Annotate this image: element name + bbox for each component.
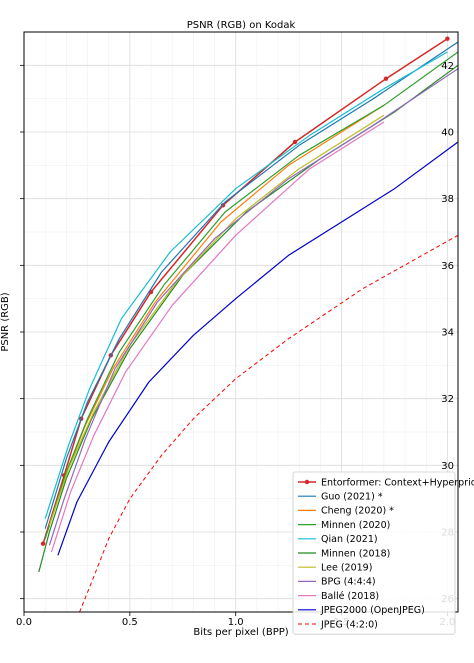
x-tick-label: 1.0 (228, 617, 244, 628)
legend-label: Minnen (2018) (321, 548, 390, 559)
series-line-jpeg2000-openjpeg (57, 141, 458, 556)
series-line-guo-2021 (44, 41, 458, 529)
legend-marker (304, 479, 310, 485)
legend-label: Lee (2019) (321, 563, 372, 574)
y-tick-label: 42 (441, 61, 454, 72)
data-point-entorformer-context-hyperprior (40, 541, 46, 546)
series-line-qian-2021 (44, 51, 448, 519)
y-axis-label: PSNR (RGB) (0, 292, 11, 351)
legend: Entorformer: Context+Hyperprior Guo (2021… (292, 471, 474, 635)
data-point-entorformer-context-hyperprior (383, 76, 389, 81)
series-lines (38, 36, 458, 612)
x-axis-label: Bits per pixel (BPP) (193, 627, 288, 638)
legend-label: JPEG2000 (OpenJPEG) (320, 605, 425, 616)
series-line-lee-2019 (48, 114, 385, 526)
series-line-ball-2018 (50, 121, 385, 553)
legend-label: JPEG (4:2:0) (320, 619, 378, 630)
data-point-entorformer-context-hyperprior (445, 36, 450, 41)
x-tick-label: 0.0 (16, 617, 32, 628)
legend-label: BPG (4:4:4) (321, 577, 376, 588)
plot-frame (23, 31, 459, 613)
y-tick-label: 36 (441, 261, 454, 272)
y-tick-label: 30 (441, 461, 454, 472)
y-tick-label: 40 (441, 128, 454, 139)
series-line-minnen-2020 (44, 51, 458, 539)
data-point-entorformer-context-hyperprior (292, 139, 298, 145)
legend-label: Entorformer: Context+Hyperprior (321, 477, 474, 488)
legend-label: Guo (2021) * (321, 492, 383, 503)
series-line-jpeg-4-2-0 (79, 234, 458, 612)
legend-box (292, 471, 456, 635)
data-point-entorformer-context-hyperprior (220, 203, 226, 208)
legend-label: Cheng (2020) * (321, 506, 394, 517)
legend-label: Ballé (2018) (321, 591, 379, 602)
y-tick-label: 32 (441, 394, 454, 405)
y-tick-label: 38 (441, 194, 454, 205)
y-tick-label: 34 (441, 328, 454, 339)
chart-title: PSNR (RGB) on Kodak (187, 20, 296, 31)
legend-label: Qian (2021) (321, 534, 378, 545)
x-tick-label: 0.5 (122, 617, 138, 628)
series-line-bpg-4-4-4 (48, 68, 458, 546)
legend-label: Minnen (2020) (321, 520, 390, 531)
